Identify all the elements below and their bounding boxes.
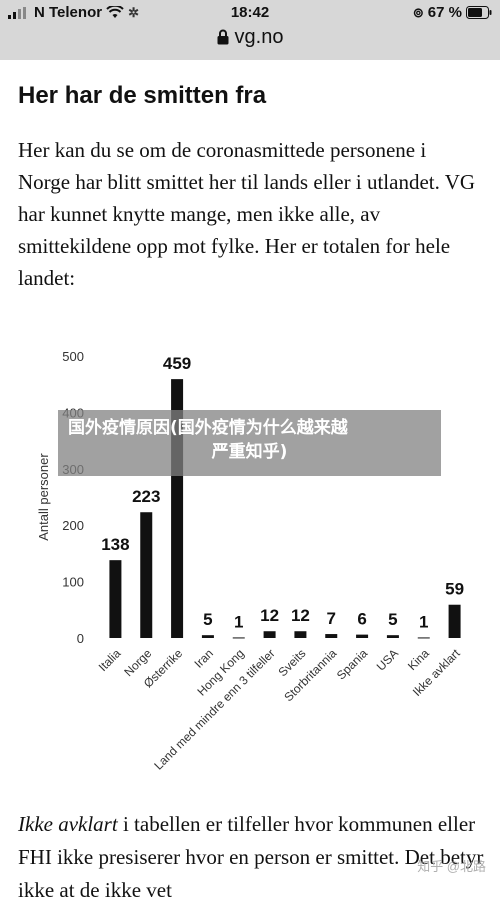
x-tick-label: Italia	[96, 646, 124, 674]
bar	[263, 631, 276, 638]
watermark: 知乎 @北路	[417, 859, 486, 874]
carrier-group: N Telenor ✲	[8, 4, 139, 21]
data-label: 5	[388, 610, 397, 629]
article-heading: Her har de smitten fra	[18, 82, 267, 109]
battery-group: ⊚ 67 %	[413, 4, 492, 21]
bar	[448, 604, 461, 638]
battery-percent: 67 %	[427, 4, 462, 21]
y-axis-label: Antall personer	[36, 453, 51, 541]
x-tick-label: Spania	[334, 646, 371, 683]
data-label: 1	[234, 612, 243, 631]
title-overlay: 国外疫情原因(国外疫情为什么越来越 严重知乎)	[58, 410, 441, 476]
url-domain: vg.no	[234, 26, 284, 48]
bar	[386, 635, 399, 638]
clock: 18:42	[230, 4, 270, 21]
bar	[140, 512, 153, 638]
data-label: 1	[419, 612, 428, 631]
data-label: 459	[163, 354, 191, 373]
bar	[356, 634, 369, 638]
article-intro: Her kan du se om de coronasmittede perso…	[18, 138, 476, 290]
data-label: 12	[291, 606, 310, 625]
y-tick-label: 0	[77, 631, 84, 646]
status-bar: N Telenor ✲ 18:42 ⊚ 67 % vg.no	[0, 0, 500, 60]
data-label: 138	[101, 535, 129, 554]
data-label: 12	[260, 606, 279, 625]
y-tick-label: 200	[62, 518, 84, 533]
lock-icon	[217, 29, 229, 45]
y-tick-label: 100	[62, 575, 84, 590]
loading-icon: ✲	[128, 4, 139, 20]
data-label: 7	[327, 609, 336, 628]
chart-container: 0100200300400500Antall personer138Italia…	[0, 330, 500, 800]
signal-icon	[8, 6, 26, 19]
bar	[232, 637, 245, 639]
overlay-line-1: 国外疫情原因(国外疫情为什么越来越	[68, 418, 348, 438]
bar	[109, 560, 122, 638]
overlay-line-2: 严重知乎)	[211, 442, 288, 462]
bar	[325, 634, 338, 638]
bar	[201, 635, 214, 638]
url-bar[interactable]: vg.no	[0, 26, 500, 49]
data-label: 59	[445, 580, 464, 599]
battery-icon	[466, 6, 492, 19]
bar	[417, 637, 430, 639]
outro-emphasis: Ikke avklart	[18, 812, 118, 836]
data-label: 223	[132, 487, 160, 506]
carrier-name: N Telenor	[34, 4, 103, 21]
y-tick-label: 500	[62, 349, 84, 364]
data-label: 5	[203, 610, 212, 629]
orientation-lock-icon: ⊚	[412, 4, 424, 20]
bar-chart: 0100200300400500Antall personer138Italia…	[36, 349, 464, 773]
wifi-icon	[106, 6, 124, 18]
x-tick-label: Iran	[192, 646, 217, 671]
x-tick-label: USA	[374, 646, 401, 673]
bar	[294, 631, 307, 638]
x-tick-label: Kina	[405, 646, 432, 673]
data-label: 6	[357, 610, 366, 629]
